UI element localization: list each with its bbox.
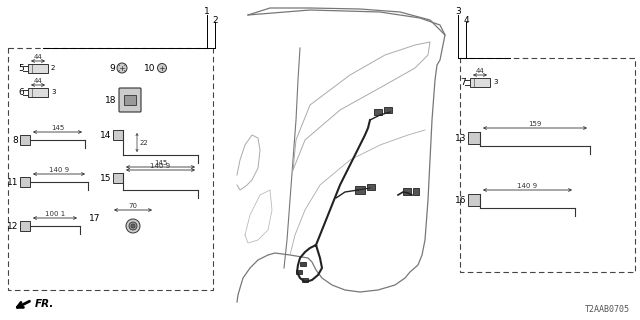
Circle shape bbox=[129, 222, 137, 230]
Text: FR.: FR. bbox=[35, 299, 54, 309]
Bar bbox=[403, 188, 411, 195]
Text: 15: 15 bbox=[99, 173, 111, 182]
Bar bbox=[20, 221, 30, 231]
Text: 10: 10 bbox=[143, 63, 155, 73]
Bar bbox=[355, 186, 365, 194]
Circle shape bbox=[131, 224, 135, 228]
Bar bbox=[8, 48, 213, 290]
Text: 140 9: 140 9 bbox=[150, 163, 171, 169]
Text: 145: 145 bbox=[154, 160, 167, 166]
Text: 14: 14 bbox=[100, 131, 111, 140]
Text: 5: 5 bbox=[19, 63, 24, 73]
Bar bbox=[413, 188, 419, 195]
Text: 16: 16 bbox=[454, 196, 466, 204]
Bar bbox=[300, 262, 306, 266]
Text: 6: 6 bbox=[19, 87, 24, 97]
Bar bbox=[20, 177, 30, 187]
Bar bbox=[460, 58, 635, 272]
Text: 18: 18 bbox=[104, 95, 116, 105]
Bar bbox=[28, 87, 48, 97]
Bar bbox=[367, 184, 375, 190]
Bar bbox=[113, 173, 123, 183]
Text: 4: 4 bbox=[463, 15, 469, 25]
Text: 159: 159 bbox=[528, 121, 541, 127]
Text: 140 9: 140 9 bbox=[517, 183, 538, 189]
Bar bbox=[374, 109, 382, 115]
Text: 70: 70 bbox=[129, 203, 138, 209]
Text: 2: 2 bbox=[51, 65, 56, 71]
Text: 17: 17 bbox=[88, 213, 100, 222]
Text: 1: 1 bbox=[204, 6, 210, 15]
Bar bbox=[468, 132, 480, 144]
Text: 2: 2 bbox=[212, 15, 218, 25]
Bar bbox=[20, 135, 30, 145]
Text: 8: 8 bbox=[12, 135, 18, 145]
Text: 7: 7 bbox=[460, 77, 466, 86]
Bar bbox=[468, 194, 480, 206]
Text: 22: 22 bbox=[140, 140, 148, 146]
Circle shape bbox=[157, 63, 166, 73]
Text: 11: 11 bbox=[6, 178, 18, 187]
Text: 3: 3 bbox=[51, 89, 56, 95]
Text: 3: 3 bbox=[493, 79, 497, 85]
Text: 44: 44 bbox=[476, 68, 484, 74]
Text: 12: 12 bbox=[6, 221, 18, 230]
Bar bbox=[470, 77, 490, 86]
FancyBboxPatch shape bbox=[119, 88, 141, 112]
Text: 3: 3 bbox=[455, 6, 461, 15]
Circle shape bbox=[126, 219, 140, 233]
Bar bbox=[124, 95, 136, 105]
Circle shape bbox=[117, 63, 127, 73]
Bar bbox=[384, 107, 392, 113]
Bar bbox=[296, 270, 302, 274]
Text: 140 9: 140 9 bbox=[49, 167, 69, 173]
Bar bbox=[113, 130, 123, 140]
Bar bbox=[28, 63, 48, 73]
Text: 100 1: 100 1 bbox=[45, 211, 65, 217]
Text: 44: 44 bbox=[34, 78, 42, 84]
Text: 145: 145 bbox=[51, 125, 64, 131]
Text: T2AAB0705: T2AAB0705 bbox=[585, 305, 630, 314]
Text: 9: 9 bbox=[109, 63, 115, 73]
Text: 13: 13 bbox=[454, 133, 466, 142]
Text: 44: 44 bbox=[34, 54, 42, 60]
Bar bbox=[302, 278, 308, 282]
